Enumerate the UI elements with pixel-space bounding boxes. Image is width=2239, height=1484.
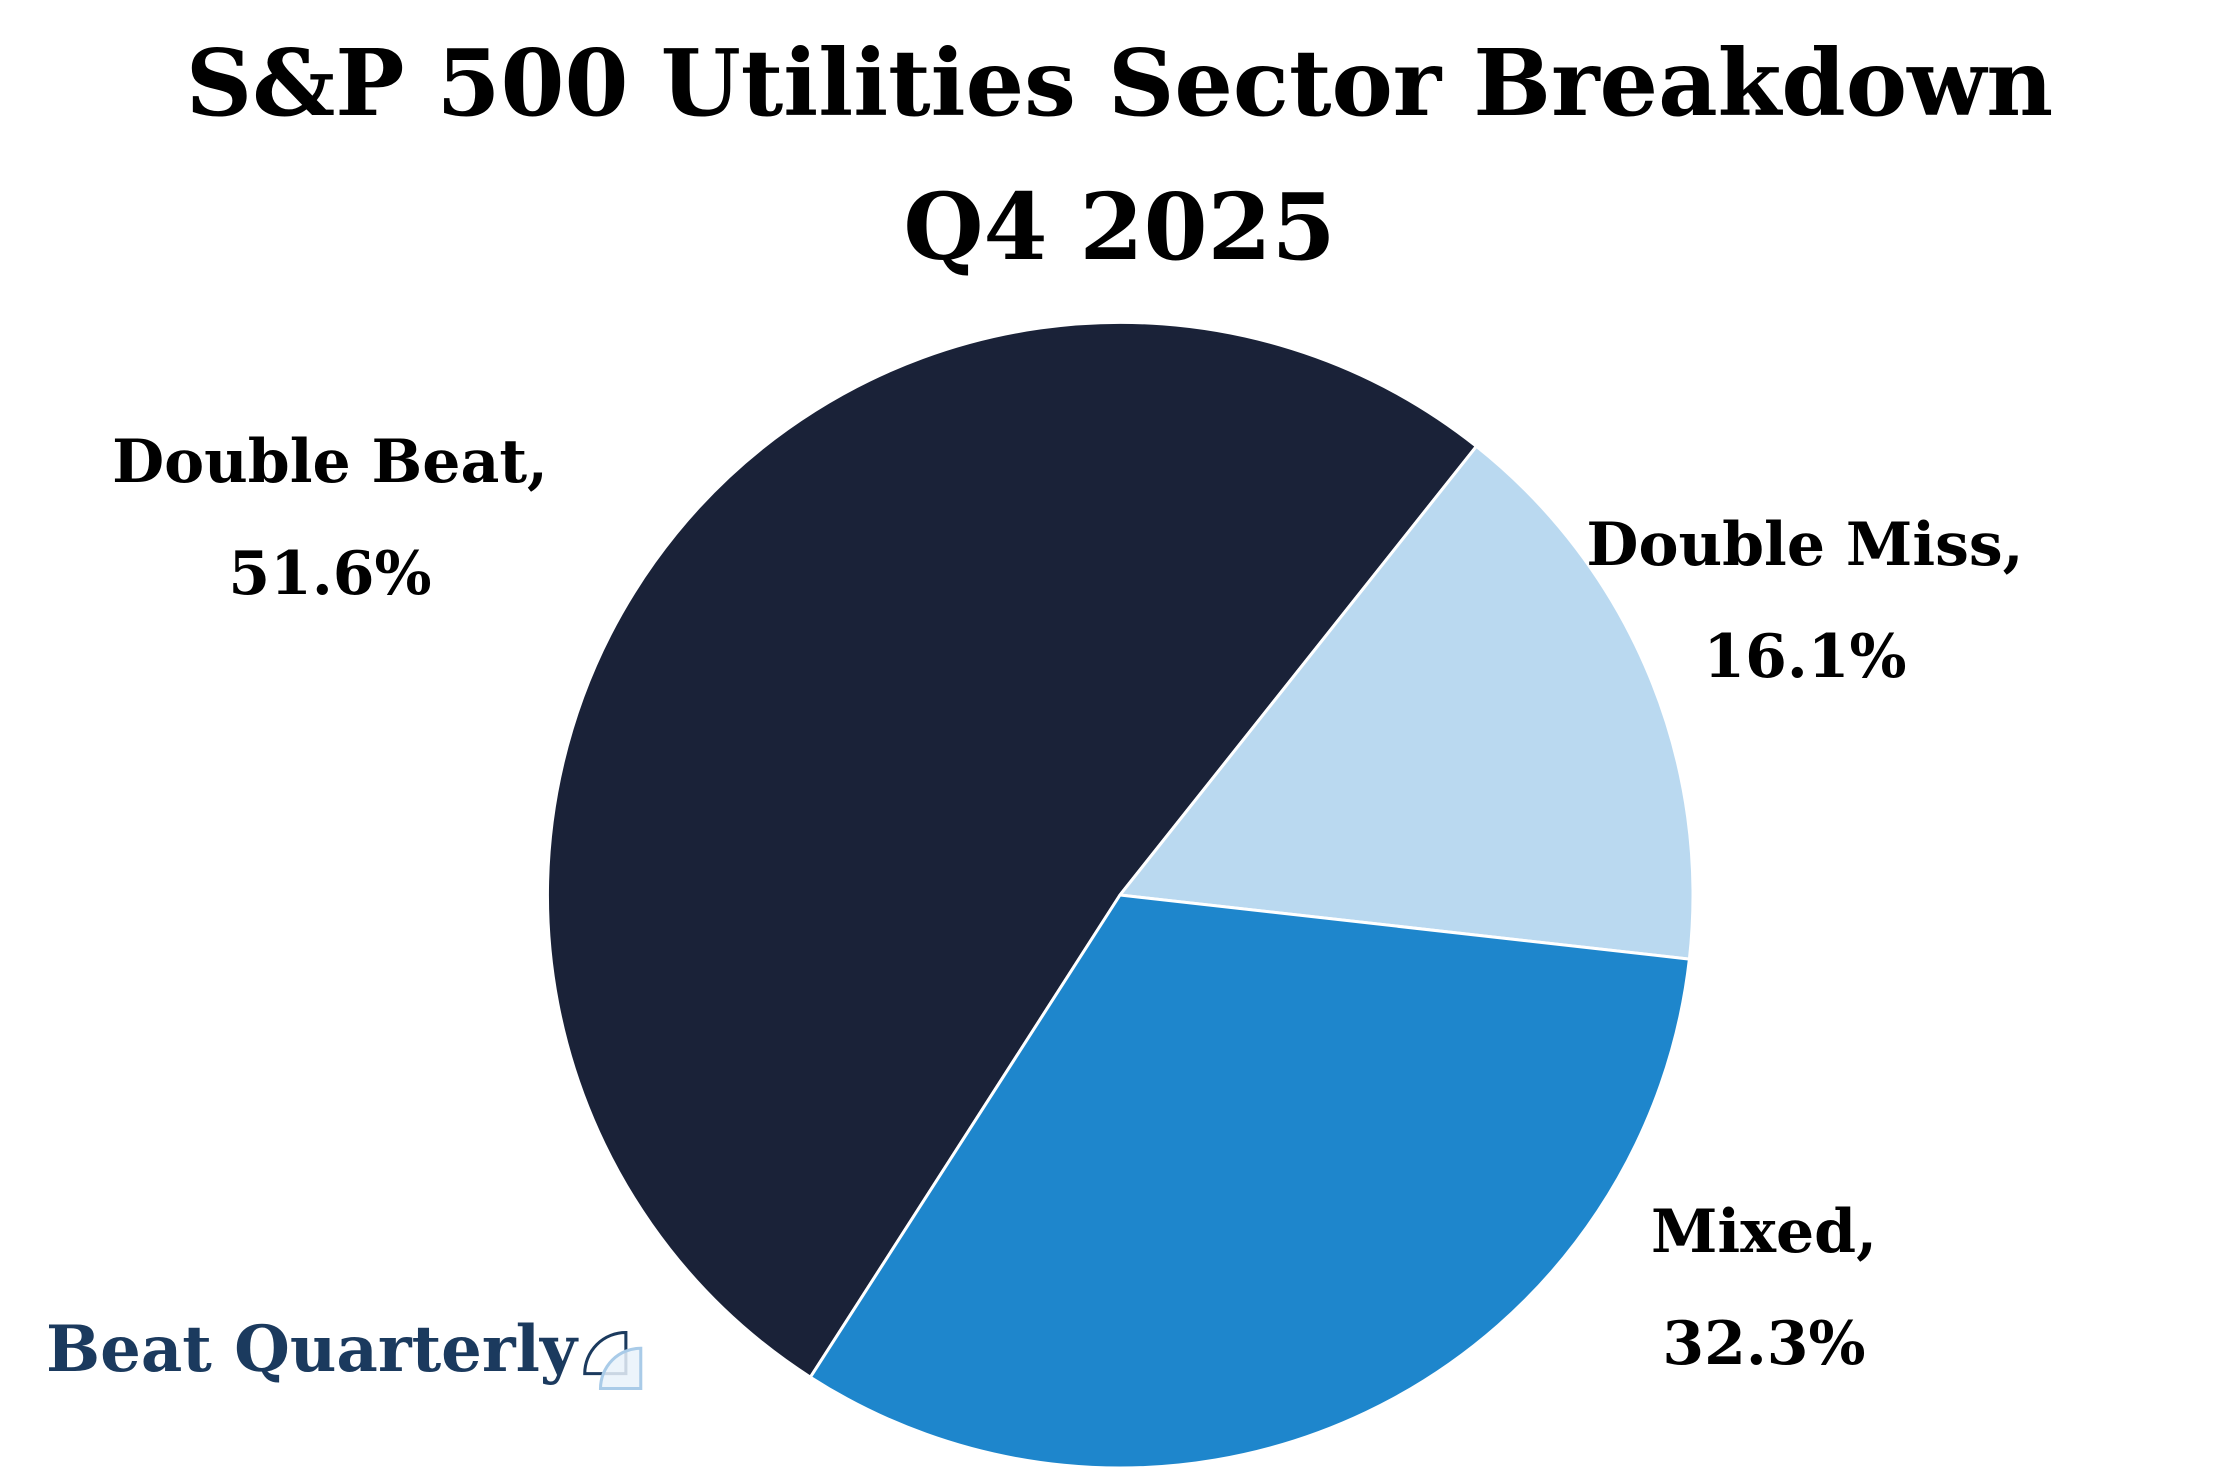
chart-subtitle: Q4 2025 — [903, 173, 1336, 281]
pie-slice-double-miss — [1118, 444, 1695, 961]
label-mixed: Mixed, 32.3% — [1651, 1176, 1877, 1400]
quarter-circle-logo-icon — [583, 1330, 643, 1391]
pie-slice-mixed — [808, 893, 1691, 1470]
label-double-miss-value: 16.1% — [1703, 622, 1907, 692]
label-double-beat-value: 51.6% — [228, 539, 432, 609]
label-mixed-name: Mixed, — [1651, 1197, 1877, 1267]
brand-name: Beat Quarterly — [46, 1312, 578, 1387]
label-double-beat: Double Beat, 51.6% — [112, 406, 548, 630]
label-double-beat-name: Double Beat, — [112, 427, 548, 497]
chart-title: S&P 500 Utilities Sector Breakdown — [185, 29, 2054, 137]
label-double-miss-name: Double Miss, — [1586, 510, 2024, 580]
brand-logo: Beat Quarterly — [46, 1312, 653, 1392]
logo-quarter-light — [599, 1346, 643, 1391]
label-mixed-value: 32.3% — [1662, 1309, 1866, 1379]
label-double-miss: Double Miss, 16.1% — [1586, 489, 2023, 713]
pie-slice-double-beat — [545, 320, 1478, 1379]
